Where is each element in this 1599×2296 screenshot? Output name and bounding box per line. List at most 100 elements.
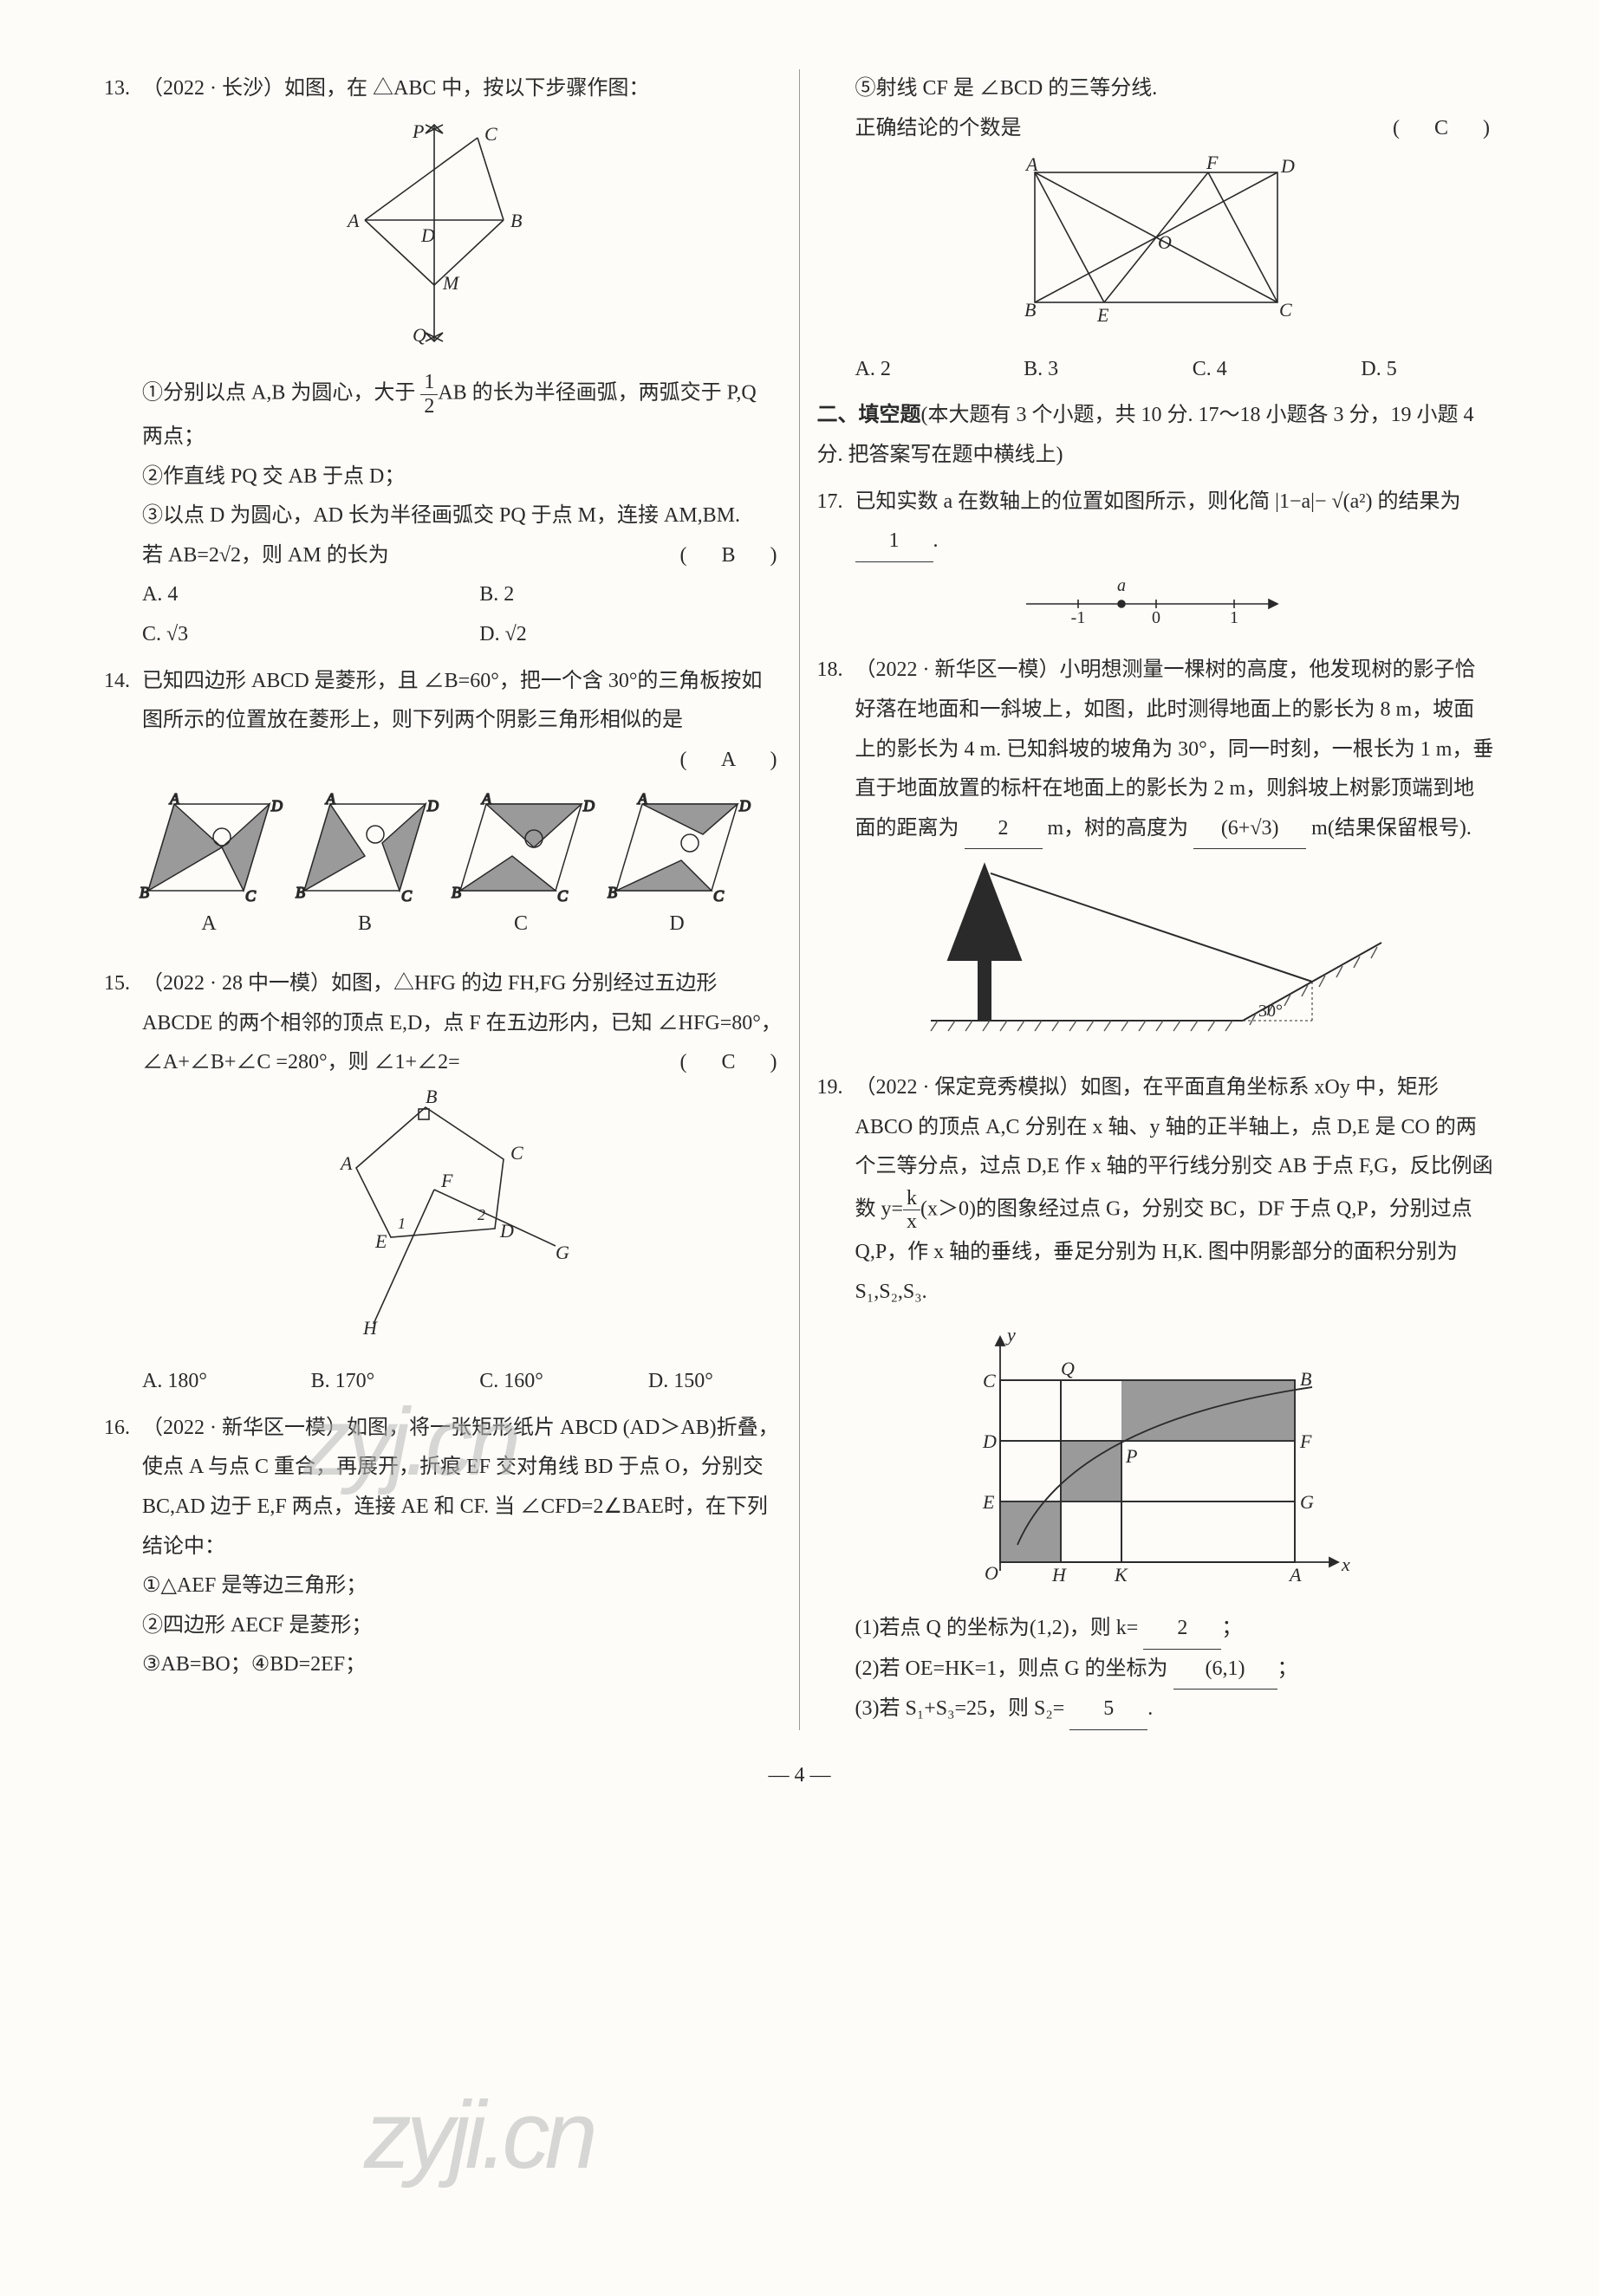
q13-step2: ②作直线 PQ 交 AB 于点 D； — [142, 457, 783, 497]
question-14: 14. 已知四边形 ABCD 是菱形，且 ∠B=60°，把一个含 30°的三角板… — [104, 662, 783, 957]
q19-p1-ans: 2 — [1143, 1609, 1221, 1650]
q19-lb-C: C — [983, 1370, 996, 1391]
q17-stem: 已知实数 a 在数轴上的位置如图所示，则化简 |1−a|− √(a²) 的结果为 — [855, 490, 1461, 513]
q13-step3: ③以点 D 为圆心，AD 长为半径画弧交 PQ 于点 M，连接 AM,BM. — [142, 496, 783, 536]
q14-figure-row: A D B C A D B C — [104, 787, 783, 957]
q16-opt-C: C. 4 — [1193, 350, 1327, 390]
svg-text:C: C — [557, 887, 569, 905]
q15-lb-F: F — [440, 1170, 453, 1191]
q14-optlabel-D: D — [670, 912, 685, 935]
page-footer: — 4 — — [104, 1756, 1495, 1796]
q15-opt-C: C. 160° — [479, 1362, 614, 1402]
q15-number: 15. — [104, 964, 142, 1083]
q13-opt-A: A. 4 — [142, 575, 445, 615]
q13-frac-num: 1 — [420, 371, 438, 394]
q15-lb-D: D — [499, 1220, 514, 1242]
svg-text:D: D — [582, 797, 595, 814]
question-16-cont: ⑤射线 CF 是 ∠BCD 的三等分线. 正确结论的个数是 ( C ) A F … — [817, 69, 1496, 389]
q18-mid: m，树的高度为 — [1043, 817, 1189, 840]
q16-answer: C — [1431, 109, 1457, 149]
svg-text:A: A — [169, 790, 180, 807]
svg-text:A: A — [325, 790, 336, 807]
q15-lb-1: 1 — [398, 1215, 406, 1232]
q17-nl-a: a — [1117, 576, 1126, 595]
q19-p1a: (1)若点 Q 的坐标为(1,2)，则 k= — [855, 1617, 1139, 1639]
q17-number: 17. — [817, 483, 855, 562]
svg-text:B: B — [296, 884, 305, 901]
q16-opt-B: B. 3 — [1024, 350, 1158, 390]
q13-opt-B: B. 2 — [479, 575, 782, 615]
q13-frac-den: 2 — [420, 395, 438, 418]
q15-lb-G: G — [556, 1242, 569, 1263]
watermark-2: zyji.cn — [364, 2045, 593, 2226]
q16-stem: （2022 · 新华区一模）如图，将一张矩形纸片 ABCD (AD＞AB)折叠，… — [142, 1409, 783, 1566]
q13-number: 13. — [104, 69, 142, 109]
q19-lb-x: x — [1341, 1553, 1350, 1575]
q16-answer-paren: ( C ) — [1393, 109, 1495, 149]
q17-numberline: -1 0 1 a — [817, 569, 1496, 645]
q13-opt-C: C. √3 — [142, 615, 445, 655]
q16-c2: ②四边形 AECF 是菱形； — [142, 1606, 783, 1646]
q18-number: 18. — [817, 651, 855, 849]
q18-figure: 30° — [817, 856, 1496, 1061]
q13-figure: P C A D B M Q — [104, 116, 783, 365]
q16-lb-C: C — [1279, 299, 1292, 321]
svg-text:A: A — [637, 790, 648, 807]
q18-tail: m(结果保留根号). — [1306, 817, 1472, 840]
q19-lb-D: D — [982, 1430, 997, 1452]
svg-text:B: B — [608, 884, 617, 901]
svg-text:C: C — [401, 887, 413, 905]
svg-text:D: D — [270, 797, 283, 814]
q19-figure: y C Q B D P F E G O H K A x — [817, 1320, 1496, 1603]
q19-p3-ans: 5 — [1069, 1690, 1147, 1730]
section-2-header: 二、填空题(本大题有 3 个小题，共 10 分. 17～18 小题各 3 分，1… — [817, 396, 1496, 475]
question-13: 13. （2022 · 长沙）如图，在 △ABC 中，按以下步骤作图： P C — [104, 69, 783, 655]
q18-stem: （2022 · 新华区一模）小明想测量一棵树的高度，他发现树的影子恰好落在地面和… — [855, 658, 1494, 839]
q13-label-P: P — [412, 120, 424, 142]
q19-lb-F: F — [1299, 1430, 1312, 1452]
q16-lb-E: E — [1096, 304, 1109, 326]
q16-figure: A F D O B E C — [817, 155, 1496, 343]
q13-label-D: D — [420, 224, 435, 246]
q19-lb-O: O — [985, 1562, 998, 1584]
q19-p3b: . — [1147, 1697, 1153, 1720]
q19-frac-num: k — [903, 1187, 920, 1210]
q14-number: 14. — [104, 662, 142, 781]
q15-answer-paren: ( C ) — [680, 1043, 783, 1083]
q16-number: 16. — [104, 1409, 142, 1566]
q19-number: 19. — [817, 1068, 855, 1313]
q17-nl-m1: -1 — [1070, 608, 1085, 627]
sec2-title: 二、填空题 — [817, 404, 921, 426]
q13-label-A: A — [346, 210, 360, 231]
svg-text:D: D — [738, 797, 751, 814]
q19-lb-P: P — [1125, 1445, 1137, 1467]
q19-lb-E: E — [982, 1491, 995, 1513]
q16-c3: ③AB=BO；④BD=2EF； — [142, 1645, 783, 1685]
q16-lb-O: O — [1158, 231, 1172, 253]
q13-step1a: ①分别以点 A,B 为圆心，大于 — [142, 382, 420, 405]
q18-answer2: (6+√3) — [1193, 809, 1306, 850]
question-17: 17. 已知实数 a 在数轴上的位置如图所示，则化简 |1−a|− √(a²) … — [817, 483, 1496, 645]
q13-label-B: B — [510, 210, 522, 231]
q14-stem: 已知四边形 ABCD 是菱形，且 ∠B=60°，把一个含 30°的三角板按如图所… — [142, 670, 762, 732]
q17-nl-1: 1 — [1230, 608, 1238, 627]
q13-label-Q: Q — [413, 324, 426, 346]
q19-p2a: (2)若 OE=HK=1，则点 G 的坐标为 — [855, 1657, 1168, 1680]
q15-opt-D: D. 150° — [648, 1362, 783, 1402]
q19-p1b: ； — [1221, 1617, 1242, 1639]
q19-lb-y: y — [1005, 1324, 1016, 1346]
q13-opt-D: D. √2 — [479, 615, 782, 655]
q19-lb-Q: Q — [1061, 1358, 1075, 1379]
q13-label-C: C — [484, 123, 497, 145]
q17-nl-0: 0 — [1152, 608, 1160, 627]
q19-lb-A: A — [1288, 1564, 1302, 1586]
q15-lb-H: H — [362, 1317, 378, 1339]
q13-source: （2022 · 长沙）如图，在 △ABC 中，按以下步骤作图： — [142, 69, 783, 109]
q16-opt-A: A. 2 — [855, 350, 990, 390]
q15-lb-B: B — [426, 1090, 437, 1107]
q13-answer-paren: ( B ) — [680, 536, 783, 576]
q14-optlabel-A: A — [202, 912, 218, 935]
q19-lb-B: B — [1300, 1368, 1311, 1390]
q15-figure: B C A D E F G H 1 2 — [104, 1090, 783, 1356]
q19-lb-H: H — [1051, 1564, 1067, 1586]
